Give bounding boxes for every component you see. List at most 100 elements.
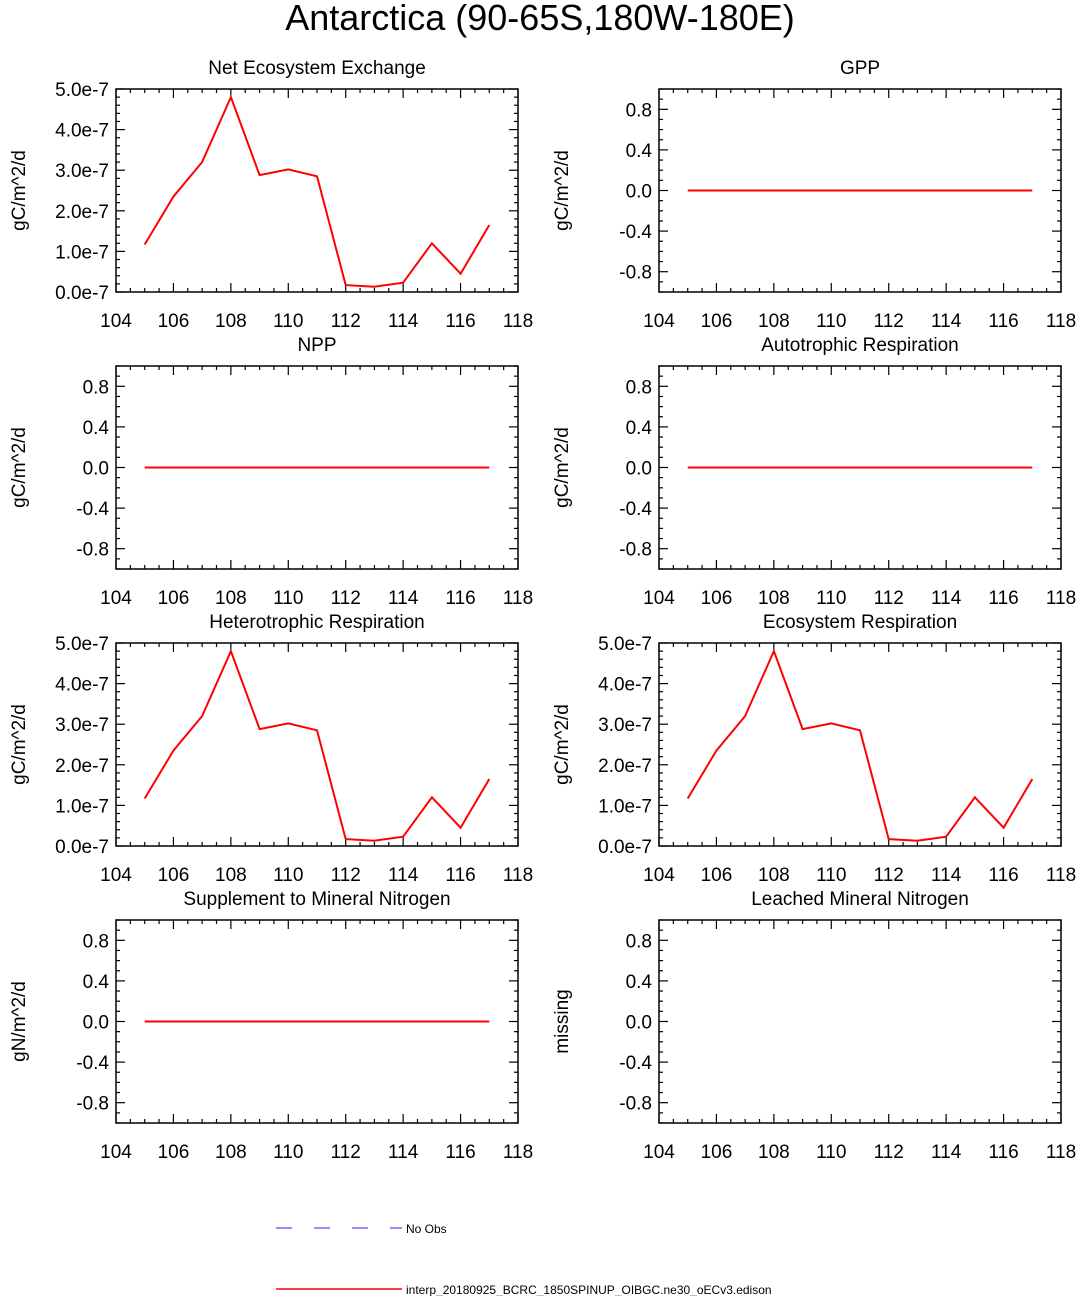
x-tick-label: 110 bbox=[816, 1142, 846, 1163]
x-tick-label: 106 bbox=[158, 1142, 190, 1163]
y-tick-label: 0.4 bbox=[83, 972, 110, 993]
y-tick-label: 2.0e-7 bbox=[55, 202, 109, 223]
x-tick-label: 108 bbox=[758, 311, 790, 332]
panel-title: Autotrophic Respiration bbox=[761, 335, 959, 356]
y-tick-label: 2.0e-7 bbox=[55, 756, 109, 777]
panel-title: Heterotrophic Respiration bbox=[209, 612, 424, 633]
x-tick-label: 118 bbox=[503, 311, 533, 332]
chart-panel: NPP gC/m^2/d 104 106 108 110 112 114 116 118 -0.8 -… bbox=[9, 335, 533, 609]
x-tick-label: 104 bbox=[100, 865, 132, 886]
y-tick-label: 0.8 bbox=[626, 100, 652, 121]
x-tick-label: 112 bbox=[874, 1142, 904, 1163]
x-tick-label: 116 bbox=[445, 865, 475, 886]
panel-title: GPP bbox=[840, 58, 880, 79]
x-tick-label: 114 bbox=[931, 1142, 962, 1163]
y-tick-label: -0.4 bbox=[619, 1053, 652, 1074]
x-tick-label: 114 bbox=[388, 865, 419, 886]
y-tick-label: 5.0e-7 bbox=[55, 634, 109, 655]
legend: No Obs interp_20180925_BCRC_1850SPINUP_O… bbox=[276, 1222, 772, 1296]
y-tick-label: 4.0e-7 bbox=[55, 121, 109, 142]
x-tick-label: 112 bbox=[874, 865, 904, 886]
x-tick-label: 108 bbox=[215, 1142, 247, 1163]
x-tick-label: 106 bbox=[701, 588, 733, 609]
x-tick-label: 114 bbox=[931, 865, 962, 886]
x-tick-label: 104 bbox=[100, 311, 132, 332]
y-axis-label: gC/m^2/d bbox=[552, 150, 573, 231]
y-tick-label: 0.0e-7 bbox=[598, 837, 652, 858]
series-line bbox=[143, 94, 491, 288]
y-tick-label: -0.4 bbox=[76, 499, 109, 520]
y-tick-label: -0.8 bbox=[76, 1094, 109, 1115]
x-tick-label: 112 bbox=[331, 588, 361, 609]
y-tick-label: 0.8 bbox=[626, 931, 652, 952]
y-tick-label: 4.0e-7 bbox=[598, 675, 652, 696]
chart-panel: Net Ecosystem Exchange gC/m^2/d 104 106 108 1… bbox=[9, 58, 533, 332]
x-tick-label: 104 bbox=[100, 1142, 132, 1163]
y-tick-label: -0.4 bbox=[619, 222, 652, 243]
x-tick-label: 106 bbox=[701, 1142, 733, 1163]
x-tick-label: 106 bbox=[158, 865, 190, 886]
chart-panel: Supplement to Mineral Nitrogen gN/m^2/d 10… bbox=[9, 889, 533, 1163]
y-axis-label: gN/m^2/d bbox=[9, 981, 30, 1062]
y-tick-label: 5.0e-7 bbox=[598, 634, 652, 655]
y-tick-label: 0.4 bbox=[626, 418, 653, 439]
chart-panel: Leached Mineral Nitrogen missing 104 106 108… bbox=[552, 889, 1076, 1163]
x-tick-label: 114 bbox=[388, 588, 419, 609]
legend-model-label: interp_20180925_BCRC_1850SPINUP_OIBGC.ne… bbox=[406, 1283, 772, 1296]
x-tick-label: 116 bbox=[988, 1142, 1018, 1163]
y-tick-label: 0.0e-7 bbox=[55, 837, 109, 858]
y-tick-label: 3.0e-7 bbox=[55, 161, 109, 182]
x-tick-label: 108 bbox=[215, 865, 247, 886]
plot-frame bbox=[115, 88, 519, 293]
y-tick-label: 3.0e-7 bbox=[598, 715, 652, 736]
x-tick-label: 114 bbox=[388, 1142, 419, 1163]
y-axis-label: gC/m^2/d bbox=[552, 427, 573, 508]
y-tick-label: -0.8 bbox=[76, 540, 109, 561]
x-tick-label: 110 bbox=[273, 311, 303, 332]
x-tick-label: 110 bbox=[816, 588, 846, 609]
panel-title: Ecosystem Respiration bbox=[763, 612, 957, 633]
y-axis-label: gC/m^2/d bbox=[9, 427, 30, 508]
x-tick-label: 112 bbox=[331, 1142, 361, 1163]
x-tick-label: 112 bbox=[874, 311, 904, 332]
x-tick-label: 110 bbox=[273, 1142, 303, 1163]
plot-frame bbox=[115, 642, 519, 847]
x-tick-label: 106 bbox=[158, 588, 190, 609]
y-tick-label: 0.0 bbox=[83, 459, 109, 480]
x-tick-label: 106 bbox=[701, 865, 733, 886]
x-tick-label: 108 bbox=[758, 588, 790, 609]
y-tick-label: 0.8 bbox=[83, 377, 109, 398]
series-line bbox=[686, 648, 1034, 842]
x-tick-label: 108 bbox=[215, 588, 247, 609]
x-tick-label: 116 bbox=[445, 311, 475, 332]
x-tick-label: 118 bbox=[1046, 865, 1076, 886]
y-tick-label: 0.0e-7 bbox=[55, 283, 109, 304]
x-tick-label: 118 bbox=[503, 1142, 533, 1163]
y-tick-label: 1.0e-7 bbox=[598, 796, 652, 817]
y-tick-label: 0.0 bbox=[83, 1013, 109, 1034]
plot-frame bbox=[658, 642, 1062, 847]
y-tick-label: -0.8 bbox=[619, 263, 652, 284]
x-tick-label: 112 bbox=[874, 588, 904, 609]
x-tick-label: 114 bbox=[931, 588, 962, 609]
x-tick-label: 114 bbox=[931, 311, 962, 332]
x-tick-label: 106 bbox=[701, 311, 733, 332]
y-tick-label: -0.8 bbox=[619, 540, 652, 561]
x-tick-label: 116 bbox=[988, 865, 1018, 886]
x-tick-label: 118 bbox=[1046, 311, 1076, 332]
y-tick-label: 0.4 bbox=[83, 418, 110, 439]
main-title: Antarctica (90-65S,180W-180E) bbox=[285, 0, 795, 38]
panel-title: Supplement to Mineral Nitrogen bbox=[183, 889, 450, 910]
y-tick-label: -0.4 bbox=[76, 1053, 109, 1074]
y-tick-label: 0.8 bbox=[83, 931, 109, 952]
x-tick-label: 104 bbox=[100, 588, 132, 609]
x-tick-label: 108 bbox=[758, 865, 790, 886]
x-tick-label: 110 bbox=[273, 865, 303, 886]
chart-panel: Heterotrophic Respiration gC/m^2/d 104 106 1… bbox=[9, 612, 533, 886]
x-tick-label: 104 bbox=[643, 865, 675, 886]
y-tick-label: -0.8 bbox=[619, 1094, 652, 1115]
x-tick-label: 106 bbox=[158, 311, 190, 332]
y-tick-label: 4.0e-7 bbox=[55, 675, 109, 696]
x-tick-label: 116 bbox=[988, 588, 1018, 609]
